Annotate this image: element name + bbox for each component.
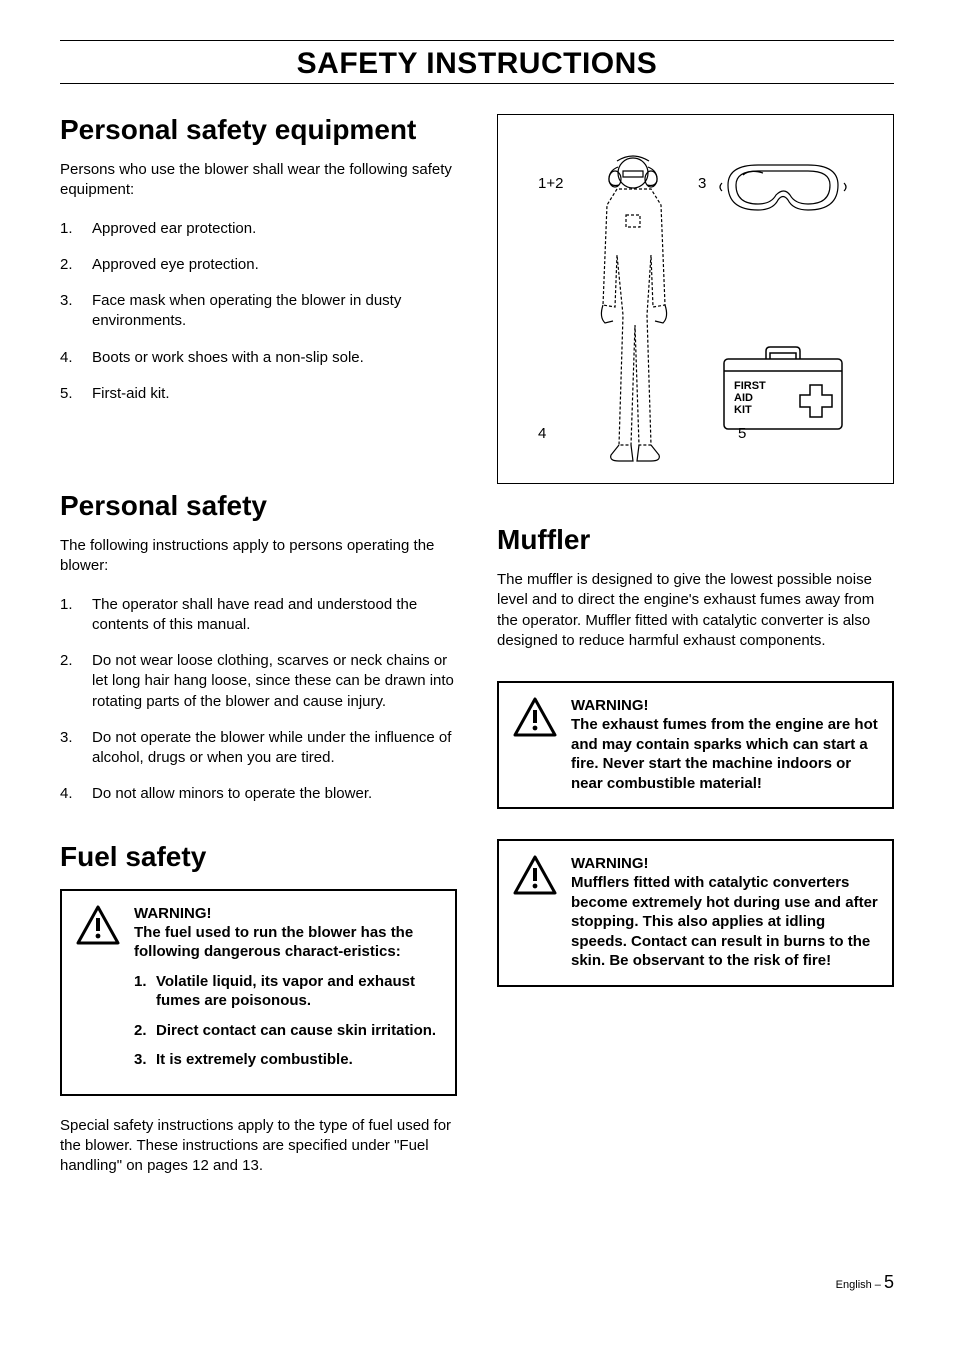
- list-item: Do not wear loose clothing, scarves or n…: [60, 651, 457, 712]
- muffler-warning-2-content: WARNING! Mufflers fitted with catalytic …: [571, 855, 878, 971]
- section-fuel-safety: Fuel safety WARNING! The fuel used to ru…: [60, 841, 457, 1177]
- person-ppe-icon: [573, 145, 693, 465]
- warning-label: WARNING!: [571, 697, 878, 714]
- firstaid-text-3: KIT: [734, 404, 752, 416]
- firstaid-text-1: FIRST: [734, 380, 766, 392]
- safety-equipment-illustration: 1+2 3 4 5: [497, 114, 894, 484]
- page-footer: English – 5: [60, 1272, 894, 1293]
- chapter-title: SAFETY INSTRUCTIONS: [60, 47, 894, 81]
- pse-list: Approved ear protection. Approved eye pr…: [60, 219, 457, 405]
- top-rule: [60, 40, 894, 41]
- two-column-layout: Personal safety equipment Persons who us…: [60, 114, 894, 1212]
- muffler-warning-1: WARNING! The exhaust fumes from the engi…: [497, 681, 894, 809]
- illus-label-1-2: 1+2: [538, 175, 563, 192]
- list-item: The operator shall have read and underst…: [60, 595, 457, 636]
- list-item: Approved eye protection.: [60, 255, 457, 275]
- section-muffler: Muffler The muffler is designed to give …: [497, 524, 894, 987]
- list-item: Do not allow minors to operate the blowe…: [60, 784, 457, 804]
- list-item: Direct contact can cause skin irritation…: [134, 1021, 441, 1041]
- fuel-warning-list: Volatile liquid, its vapor and exhaust f…: [134, 972, 441, 1070]
- ps-intro: The following instructions apply to pers…: [60, 536, 457, 577]
- list-item: Approved ear protection.: [60, 219, 457, 239]
- muffler-heading: Muffler: [497, 524, 894, 556]
- list-item: Boots or work shoes with a non-slip sole…: [60, 348, 457, 368]
- muffler-intro: The muffler is designed to give the lowe…: [497, 570, 894, 651]
- warning-triangle-icon: [513, 855, 557, 895]
- list-item: It is extremely combustible.: [134, 1050, 441, 1070]
- first-aid-kit-icon: FIRST AID KIT: [718, 345, 848, 435]
- list-item: Face mask when operating the blower in d…: [60, 291, 457, 332]
- illus-label-4: 4: [538, 425, 546, 442]
- spacer: [60, 440, 457, 490]
- muffler-warning-2: WARNING! Mufflers fitted with catalytic …: [497, 839, 894, 987]
- fuel-warning-box: WARNING! The fuel used to run the blower…: [60, 889, 457, 1096]
- title-underline: [60, 83, 894, 84]
- section-personal-safety-equipment: Personal safety equipment Persons who us…: [60, 114, 457, 404]
- warning-triangle-icon: [513, 697, 557, 737]
- footer-lang: English –: [836, 1279, 884, 1291]
- muffler-warning-1-content: WARNING! The exhaust fumes from the engi…: [571, 697, 878, 793]
- warning-label: WARNING!: [571, 855, 878, 872]
- footer-page-number: 5: [884, 1272, 894, 1292]
- firstaid-text-2: AID: [734, 392, 753, 404]
- warning-lead: The fuel used to run the blower has the …: [134, 923, 441, 962]
- illus-label-3: 3: [698, 175, 706, 192]
- warning-text: The exhaust fumes from the engine are ho…: [571, 715, 878, 793]
- left-column: Personal safety equipment Persons who us…: [60, 114, 457, 1212]
- warning-triangle-icon: [76, 905, 120, 945]
- ps-list: The operator shall have read and underst…: [60, 595, 457, 805]
- warning-label: WARNING!: [134, 905, 441, 922]
- list-item: First-aid kit.: [60, 384, 457, 404]
- ps-heading: Personal safety: [60, 490, 457, 522]
- fuel-warning-content: WARNING! The fuel used to run the blower…: [134, 905, 441, 1080]
- goggles-icon: [718, 155, 848, 225]
- pse-intro: Persons who use the blower shall wear th…: [60, 160, 457, 201]
- right-column: 1+2 3 4 5: [497, 114, 894, 1212]
- warning-text: Mufflers fitted with catalytic converter…: [571, 873, 878, 971]
- list-item: Do not operate the blower while under th…: [60, 728, 457, 769]
- fs-heading: Fuel safety: [60, 841, 457, 873]
- section-personal-safety: Personal safety The following instructio…: [60, 490, 457, 805]
- pse-heading: Personal safety equipment: [60, 114, 457, 146]
- fs-outro: Special safety instructions apply to the…: [60, 1116, 457, 1177]
- list-item: Volatile liquid, its vapor and exhaust f…: [134, 972, 441, 1011]
